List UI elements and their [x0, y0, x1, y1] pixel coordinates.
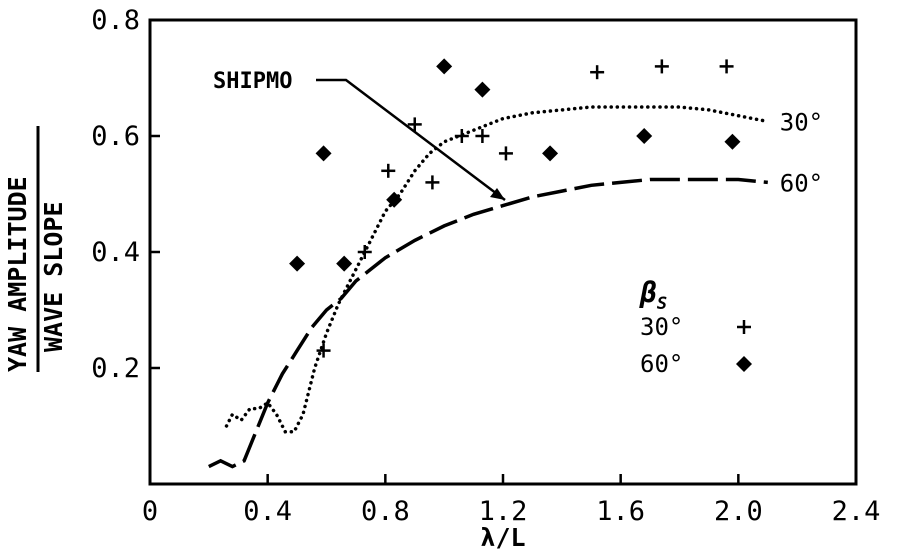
- y-tick-label: 0.6: [91, 121, 140, 152]
- x-tick-label: 0.8: [361, 496, 410, 527]
- legend-label-30: 30°: [640, 313, 683, 341]
- curve-end-label: 30°: [780, 109, 823, 137]
- curves-layer: [208, 105, 770, 469]
- y-tick-label: 0.8: [91, 5, 140, 36]
- markers-layer: [289, 58, 741, 358]
- y-axis-label: YAW AMPLITUDE WAVE SLOPE: [3, 126, 68, 372]
- x-tick-label: 2.0: [714, 496, 763, 527]
- curve-end-label: 60°: [780, 169, 823, 197]
- shipmo-leader-line: [316, 78, 506, 201]
- data-point-diamond: [289, 255, 306, 272]
- x-tick-label: 1.6: [596, 496, 645, 527]
- legend: βS 30° 60°: [639, 276, 752, 378]
- x-tick-label: 0.4: [243, 496, 292, 527]
- data-point-plus: [425, 175, 440, 190]
- legend-markers: [736, 320, 752, 372]
- shipmo-label: SHIPMO: [213, 69, 292, 94]
- data-point-plus: [454, 129, 469, 143]
- data-point-diamond: [474, 81, 491, 98]
- data-point-plus: [316, 343, 331, 358]
- data-point-plus: [475, 129, 490, 143]
- data-point-plus: [498, 146, 513, 161]
- curve-end-labels: 30° 60°: [780, 109, 823, 198]
- data-point-diamond: [336, 255, 353, 272]
- data-point-plus: [407, 117, 422, 132]
- y-axis-label-denominator: WAVE SLOPE: [39, 201, 68, 352]
- x-tick-label: 0: [142, 496, 158, 527]
- y-tick-label: 0.4: [91, 237, 140, 268]
- x-axis-label: λ/L: [480, 523, 525, 552]
- data-point-diamond: [386, 191, 403, 208]
- shipmo-annotation: SHIPMO: [213, 69, 506, 201]
- axis-ticks: 0 0.4 0.8 1.2 1.6 2.0 2.4 0.2 0.4 0.6 0.8: [91, 5, 880, 527]
- legend-title: βS: [639, 276, 667, 314]
- data-point-plus: [719, 59, 734, 74]
- data-point-plus: [654, 59, 669, 74]
- data-point-diamond: [636, 128, 653, 144]
- y-tick-label: 0.2: [91, 353, 140, 384]
- data-point-diamond: [436, 58, 453, 75]
- shipmo-arrowhead: [490, 188, 505, 200]
- data-point-plus: [357, 245, 372, 259]
- curve-dotted: [224, 105, 770, 434]
- data-point-diamond: [542, 145, 559, 162]
- data-point-plus: [737, 320, 751, 334]
- legend-label-60: 60°: [640, 350, 683, 378]
- data-point-plus: [590, 65, 605, 80]
- data-point-plus: [381, 163, 396, 178]
- data-point-diamond: [315, 145, 332, 162]
- data-point-diamond: [724, 133, 741, 150]
- x-tick-label: 2.4: [832, 496, 881, 527]
- y-axis-label-numerator: YAW AMPLITUDE: [3, 176, 32, 372]
- data-point-diamond: [736, 356, 752, 372]
- curve-dashed: [208, 177, 768, 469]
- x-tick-label: 1.2: [479, 496, 528, 527]
